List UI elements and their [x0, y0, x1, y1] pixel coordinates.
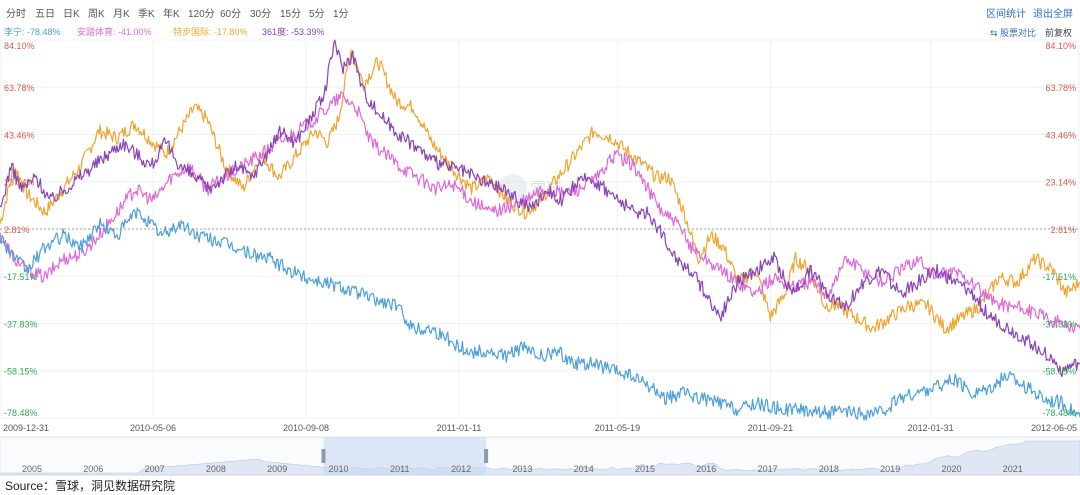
x-tick-label: 2010-09-08 — [283, 423, 329, 433]
period-button-30min[interactable]: 30分 — [250, 9, 272, 20]
navigator-year-label: 2012 — [451, 464, 471, 474]
series-line-3 — [0, 207, 1080, 421]
period-button-yearly-k[interactable]: 年K — [163, 9, 180, 20]
navigator-year-label: 2008 — [206, 464, 226, 474]
series-line-0 — [0, 49, 1080, 334]
y-tick-label-right: 43.46% — [1045, 130, 1076, 140]
navigator-year-label: 2014 — [574, 464, 594, 474]
legend-item-361: 361度: -53.39% — [262, 27, 325, 37]
x-tick-label: 2012-06-05 — [1031, 423, 1077, 433]
period-button-daily-k[interactable]: 日K — [63, 9, 80, 20]
period-button-five-day[interactable]: 五日 — [35, 9, 55, 20]
period-button-quarterly-k[interactable]: 季K — [138, 9, 155, 20]
x-tick-label: 2011-05-19 — [595, 423, 640, 433]
navigator-year-label: 2021 — [1003, 464, 1023, 474]
y-tick-label-right: 63.78% — [1045, 83, 1076, 93]
y-tick-label-left: -58.15% — [4, 367, 38, 377]
y-tick-label-right: 2.81% — [1050, 225, 1076, 235]
navigator-year-label: 2009 — [267, 464, 287, 474]
y-tick-label-right: -58.15% — [1042, 367, 1076, 377]
y-tick-label-left: 2.81% — [4, 225, 30, 235]
navigator-year-label: 2011 — [390, 464, 409, 474]
legend-item-li-ning: 李宁: -78.48% — [4, 27, 61, 37]
y-tick-label-left: 84.10% — [4, 41, 35, 51]
series-layer — [0, 39, 1080, 421]
y-tick-label-right: 84.10% — [1045, 41, 1076, 51]
navigator-year-label: 2018 — [819, 464, 839, 474]
y-tick-label-left: -37.83% — [4, 319, 38, 329]
y-tick-label-right: -78.48% — [1042, 408, 1076, 418]
navigator-year-label: 2019 — [880, 464, 900, 474]
period-button-120min[interactable]: 120分 — [188, 9, 215, 20]
navigator-year-label: 2015 — [635, 464, 655, 474]
source-caption: Source：雪球，洞见数据研究院 — [5, 479, 176, 493]
navigator-area — [0, 440, 1080, 476]
legend-item-xtep: 特步国际: -17.80% — [173, 27, 248, 37]
navigator-year-label: 2005 — [22, 464, 42, 474]
series-line-2 — [0, 39, 1080, 378]
period-toolbar: 分时 五日 日K 周K 月K 季K 年K 120分 60分 30分 15分 5分… — [0, 0, 1080, 22]
x-tick-label: 2011-01-11 — [437, 423, 482, 433]
y-tick-label-left: -17.51% — [4, 272, 38, 282]
x-axis: 2009-12-31 2010-05-06 2010-09-08 2011-01-11… — [3, 423, 1077, 433]
stock-compare-button[interactable]: ⇆ 股票对比 — [990, 26, 1036, 39]
period-button-15min[interactable]: 15分 — [280, 9, 302, 20]
x-tick-label: 2011-09-21 — [748, 423, 793, 433]
x-tick-label: 2010-05-06 — [130, 423, 176, 433]
compare-icon: ⇆ — [990, 28, 1001, 38]
y-tick-label-left: 63.78% — [4, 83, 35, 93]
y-tick-label-left: 23.14% — [4, 178, 35, 188]
period-button-weekly-k[interactable]: 周K — [88, 9, 105, 20]
navigator-year-label: 2007 — [145, 464, 165, 474]
period-button-5min[interactable]: 5分 — [309, 9, 325, 20]
y-axis-right: 84.10% 63.78% 43.46% 23.14% 2.81% -17.51% -37.… — [1042, 41, 1076, 418]
navigator-handle-right[interactable] — [484, 449, 489, 463]
x-tick-label: 2009-12-31 — [3, 423, 49, 433]
navigator-year-label: 2017 — [758, 464, 778, 474]
stock-compare-label: 股票对比 — [1000, 28, 1037, 38]
navigator-selection[interactable] — [323, 437, 487, 475]
interval-stats-button[interactable]: 区间统计 — [986, 9, 1026, 20]
period-button-60min[interactable]: 60分 — [220, 9, 242, 20]
navigator-year-label: 2016 — [696, 464, 716, 474]
period-button-intraday[interactable]: 分时 — [6, 9, 26, 20]
y-tick-label-right: -37.83% — [1042, 319, 1076, 329]
navigator-handle-left[interactable] — [321, 449, 326, 463]
x-tick-label: 2012-01-31 — [908, 423, 954, 433]
y-tick-label-right: -17.51% — [1042, 272, 1076, 282]
exit-fullscreen-button[interactable]: 退出全屏 — [1033, 9, 1073, 20]
legend-item-anta: 安踏体育: -41.00% — [77, 27, 152, 37]
time-navigator: 2005 2006 2007 2008 2009 2010 2011 2012 2013 2014… — [0, 436, 1080, 476]
price-adjust-toggle[interactable]: 前复权 — [1045, 28, 1073, 38]
navigator-year-label: 2013 — [512, 464, 532, 474]
y-tick-label-right: 23.14% — [1045, 178, 1076, 188]
series-legend: 李宁: -78.48% 安踏体育: -41.00% 特步国际: -17.80% … — [0, 22, 1080, 38]
y-axis-left: 84.10% 63.78% 43.46% 23.14% 2.81% -17.51% -37.… — [4, 41, 38, 418]
navigator-year-label: 2006 — [83, 464, 103, 474]
y-tick-label-left: 43.46% — [4, 130, 35, 140]
navigator-year-label: 2010 — [328, 464, 348, 474]
navigator-year-label: 2020 — [941, 464, 961, 474]
period-button-1min[interactable]: 1分 — [333, 9, 349, 20]
series-line-1 — [0, 91, 1080, 333]
grid-layer — [0, 39, 1080, 419]
y-tick-label-left: -78.48% — [4, 408, 38, 418]
period-button-monthly-k[interactable]: 月K — [113, 9, 130, 20]
